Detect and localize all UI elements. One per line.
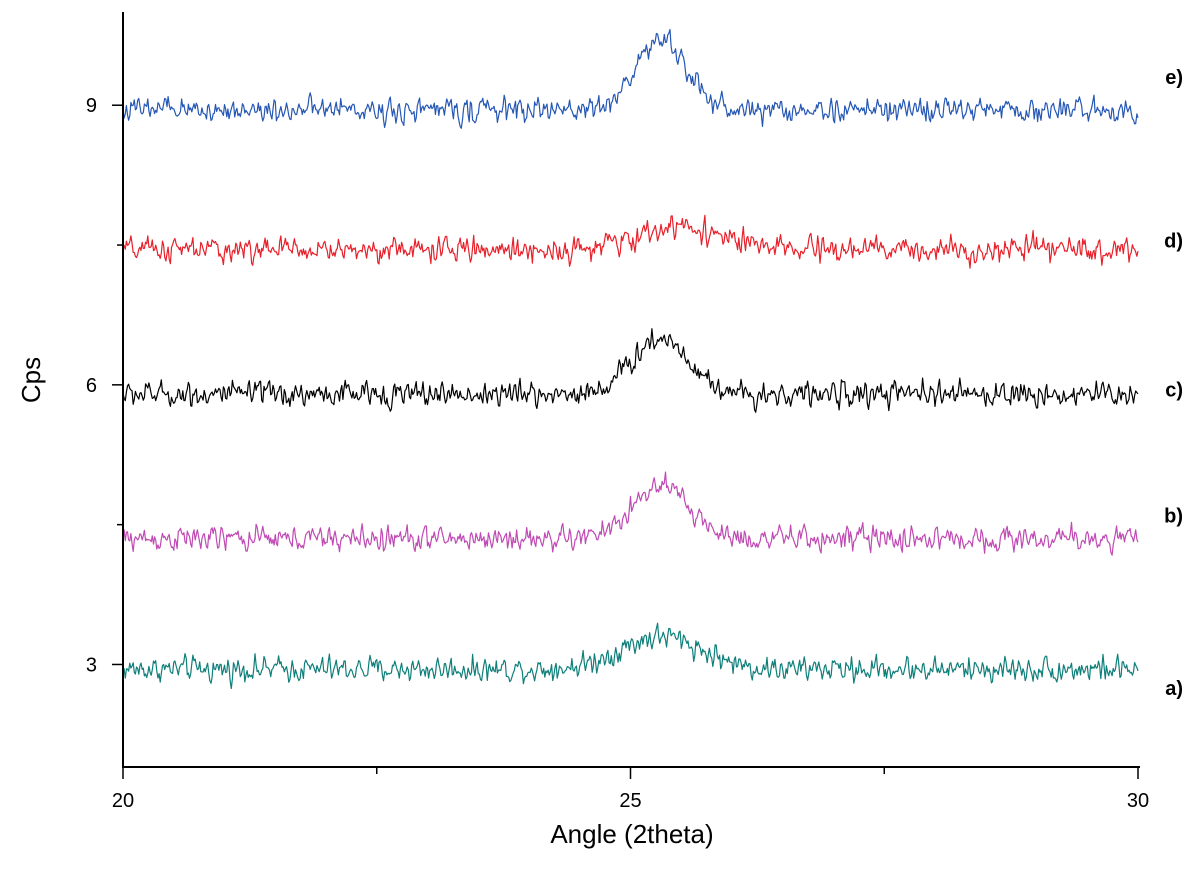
x-axis-title: Angle (2theta) (550, 819, 713, 849)
y-tick-label: 9 (86, 95, 97, 117)
series-trace-e (122, 28, 1139, 129)
series-trace-a (122, 622, 1139, 690)
series-label-b: b) (1164, 505, 1183, 527)
y-axis-title: Cps (16, 357, 46, 403)
series-trace-c (122, 328, 1139, 413)
x-tick-label: 30 (1127, 790, 1149, 812)
y-tick-label: 3 (86, 654, 97, 676)
series-label-e: e) (1165, 67, 1183, 89)
series-label-c: c) (1165, 380, 1183, 402)
series-trace-b (122, 471, 1139, 556)
x-tick-label: 25 (619, 790, 641, 812)
ticks-group: 20 25 30 3 6 9 (86, 95, 1149, 812)
series-label-d: d) (1164, 230, 1183, 252)
x-tick-label: 20 (112, 790, 134, 812)
series-label-a: a) (1165, 678, 1183, 700)
y-tick-label: 6 (86, 375, 97, 397)
traces-group (122, 28, 1139, 690)
series-trace-d (122, 214, 1139, 269)
series-labels-group: a) b) c) d) e) (1164, 67, 1183, 700)
